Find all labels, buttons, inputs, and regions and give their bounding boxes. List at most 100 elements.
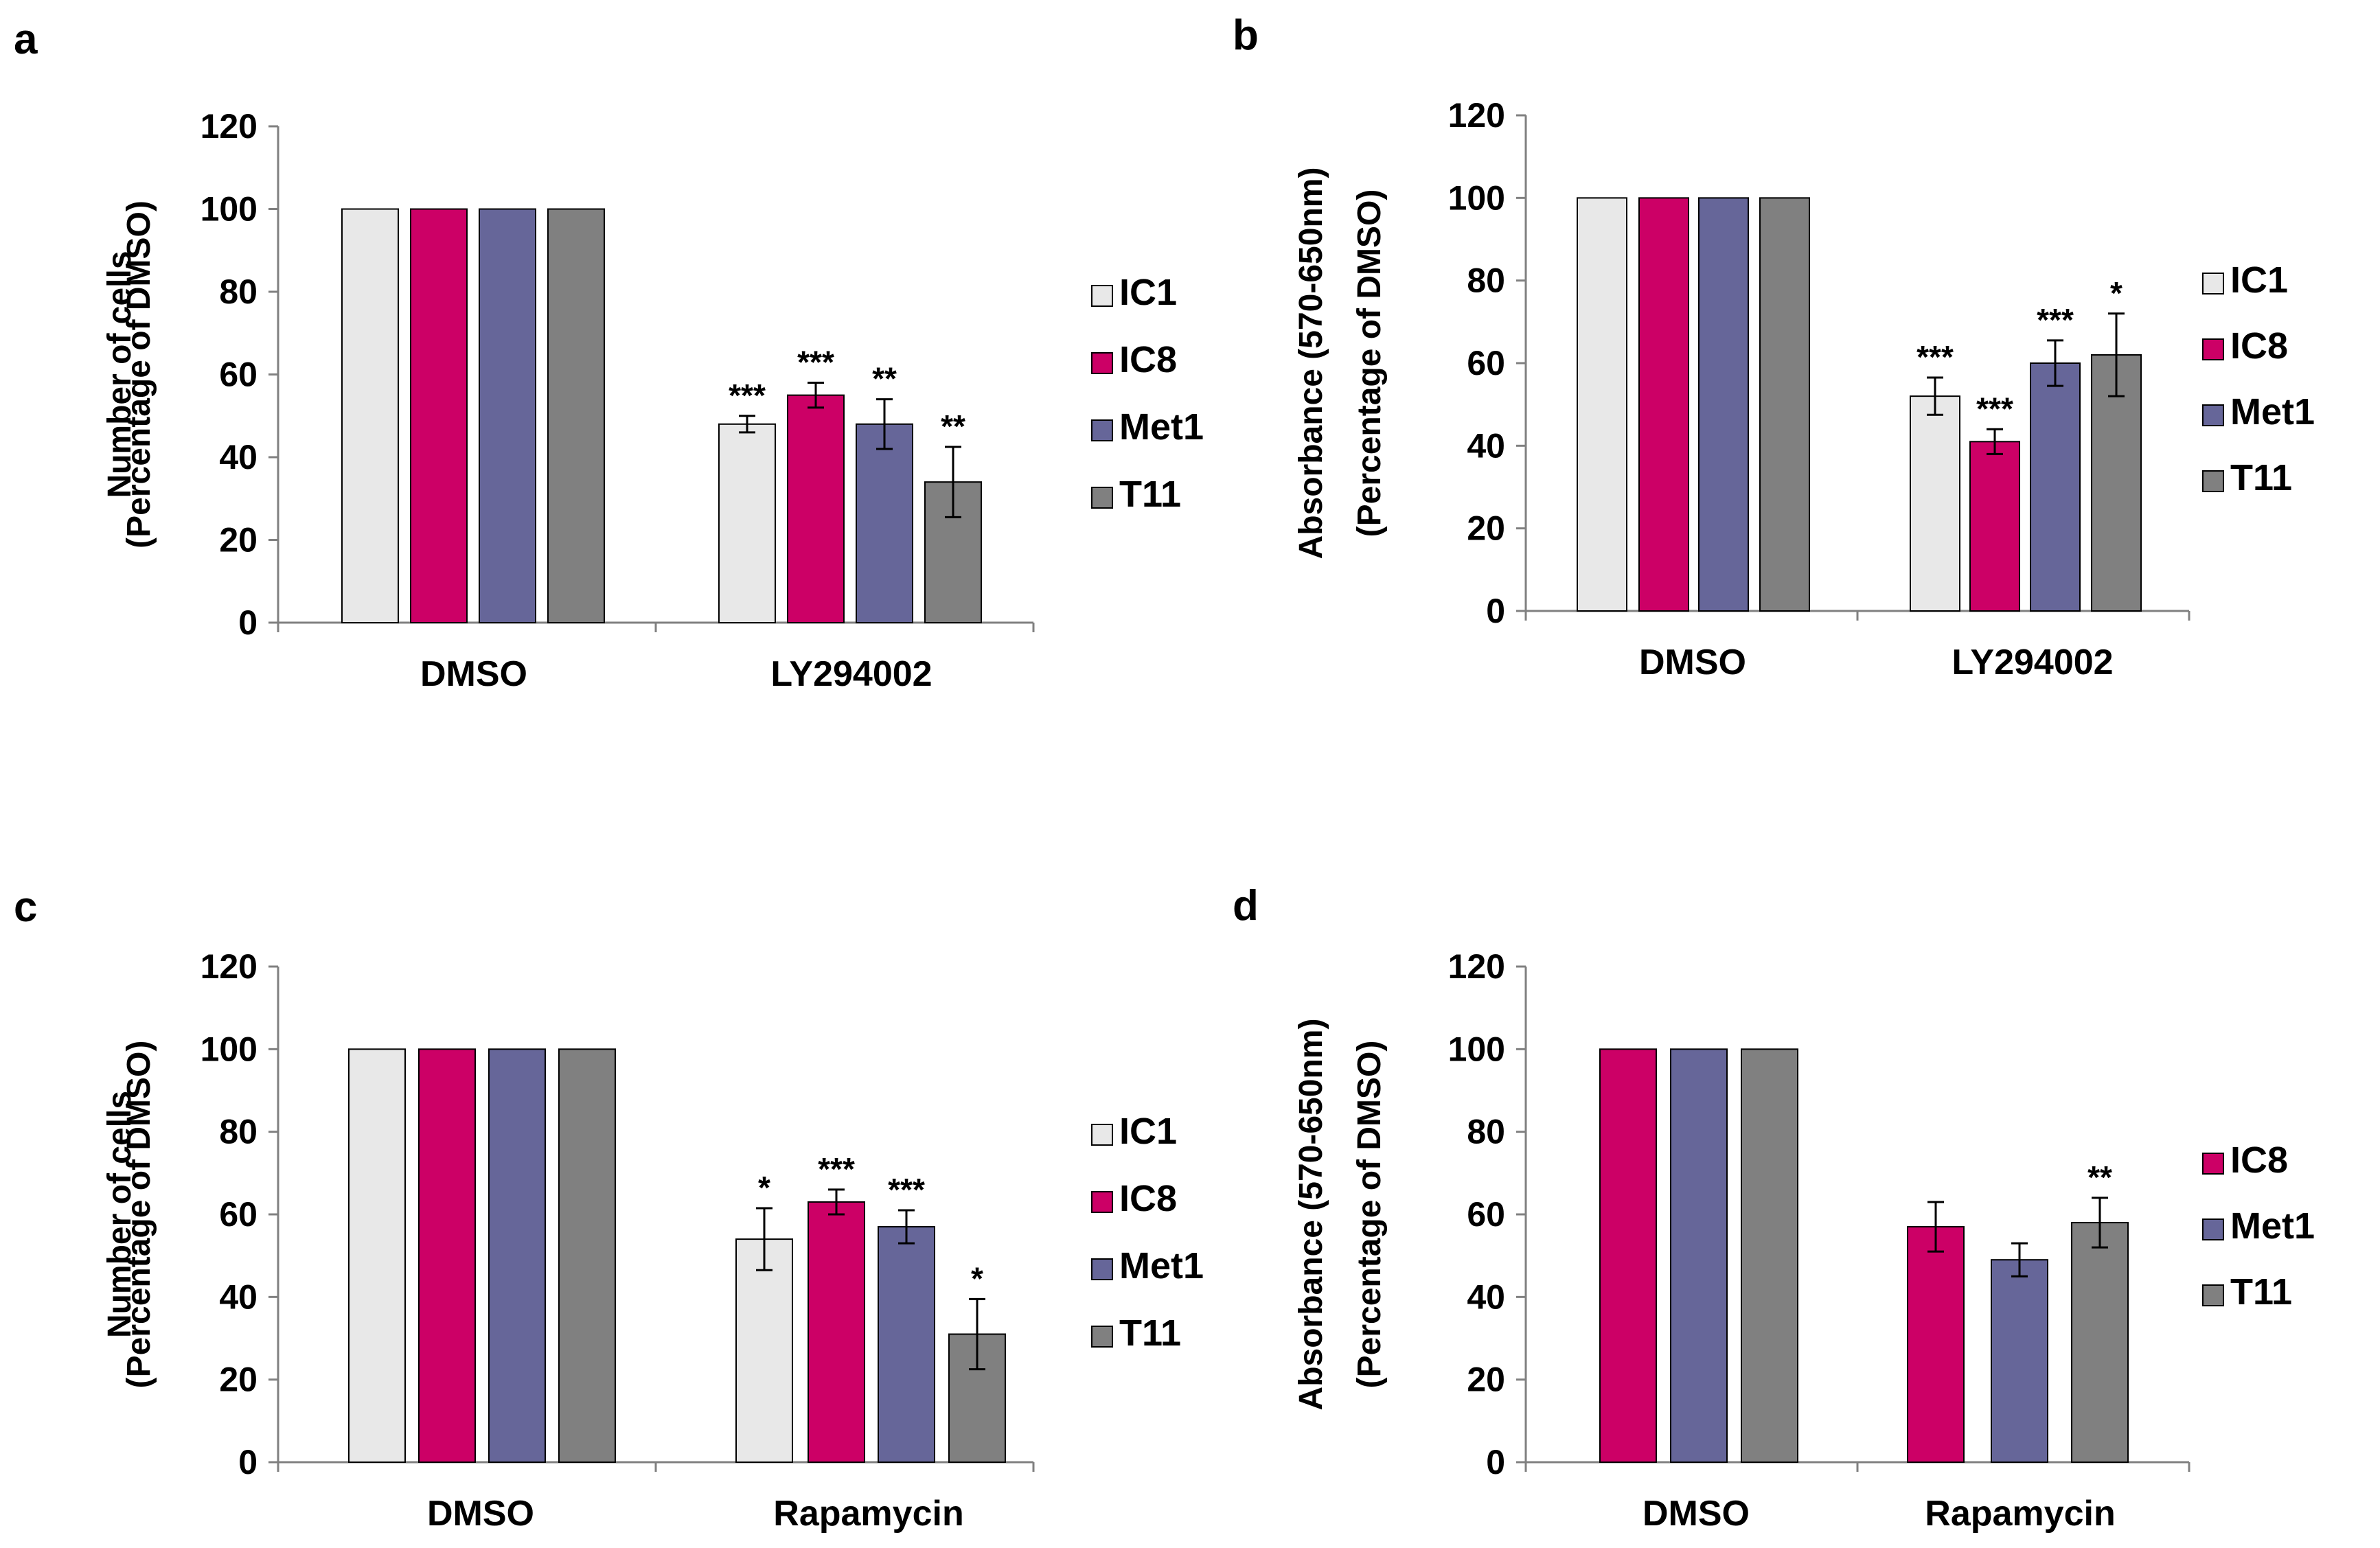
legend-label: Met1 (2230, 1205, 2315, 1247)
significance-label: ** (2087, 1159, 2112, 1195)
legend-swatch-t11 (1091, 1326, 1113, 1348)
bar-ic1-rapamycin (735, 1238, 793, 1463)
y-axis-title: Absorbance (570-650nm) (1293, 167, 1329, 559)
y-tick-label: 40 (1467, 426, 1505, 465)
legend-label: IC1 (2230, 259, 2288, 301)
legend-label: T11 (2230, 1271, 2292, 1313)
bar-met1-ly294002 (2030, 362, 2081, 612)
y-axis-title: (Percentage of DMSO) (121, 1041, 157, 1389)
bar-t11-rapamycin (2071, 1222, 2129, 1463)
category-label: Rapamycin (1925, 1494, 2115, 1534)
bar-met1-ly294002 (856, 423, 913, 623)
legend-swatch-t11 (1091, 487, 1113, 509)
y-tick-label: 40 (219, 1278, 258, 1316)
y-tick-label: 20 (219, 1361, 258, 1399)
y-tick-label: 100 (201, 1030, 258, 1068)
y-tick-label: 20 (219, 521, 258, 559)
y-tick-label: 120 (1448, 96, 1505, 135)
legend-label: Met1 (2230, 391, 2315, 432)
legend-label: IC1 (1119, 1111, 1177, 1152)
chart-panel-d: d Absorbance (570-650nm) (Percentage of DM… (1233, 882, 2315, 1534)
significance-label: ** (872, 361, 897, 397)
y-tick-label: 120 (201, 947, 258, 986)
legend-label: IC8 (2230, 1140, 2288, 1181)
legend-swatch-ic1 (1091, 1124, 1113, 1146)
y-tick-label: 0 (238, 1443, 258, 1481)
bar-ic1-dmso (341, 208, 399, 623)
legend-label: IC1 (1119, 272, 1177, 313)
legend-swatch-ic8 (2202, 1153, 2224, 1175)
bar-t11-dmso (558, 1048, 616, 1464)
significance-label: *** (888, 1172, 925, 1208)
legend-label: Met1 (1119, 1245, 1204, 1286)
significance-label: * (758, 1170, 770, 1205)
legend-swatch-met1 (1091, 419, 1113, 441)
legend-swatch-t11 (2202, 470, 2224, 492)
category-label: LY294002 (770, 654, 932, 694)
chart-panel-a: a Number of cells(Percentage of DMSO) 0 20 4… (14, 16, 1204, 694)
y-tick-label: 60 (1467, 1195, 1505, 1234)
significance-label: ** (941, 408, 965, 444)
bar-ic8-ly294002 (1969, 441, 2020, 612)
y-tick-label: 0 (1486, 1443, 1505, 1481)
legend-label: T11 (2230, 457, 2292, 498)
legend-swatch-ic8 (1091, 352, 1113, 374)
significance-label: *** (797, 345, 834, 380)
bar-ic8-rapamycin (1907, 1226, 1965, 1464)
y-axis-title: Number of cells (102, 1091, 138, 1338)
y-tick-label: 0 (1486, 592, 1505, 630)
bar-met1-dmso (479, 208, 536, 623)
y-tick-label: 120 (1448, 947, 1505, 986)
legend-label: Met1 (1119, 406, 1204, 448)
y-tick-label: 0 (238, 603, 258, 642)
y-tick-label: 80 (1467, 262, 1505, 300)
category-label: DMSO (1643, 1494, 1750, 1534)
bar-ic8-dmso (410, 208, 468, 623)
legend-swatch-ic8 (1091, 1191, 1113, 1213)
legend-label: T11 (1119, 474, 1181, 515)
y-tick-label: 20 (1467, 509, 1505, 548)
category-label: DMSO (420, 654, 527, 694)
y-axis-title: (Percentage of DMSO) (1351, 189, 1388, 538)
bar-met1-dmso (1698, 197, 1749, 612)
y-axis-title: (Percentage of DMSO) (1351, 1041, 1388, 1389)
legend: IC1 IC8 Met1 T11 (1091, 272, 1204, 515)
legend-swatch-met1 (1091, 1258, 1113, 1280)
y-tick-label: 120 (201, 107, 258, 146)
bar-ic1-dmso (1577, 197, 1627, 612)
chart-panel-c: c Number of cells(Percentage of DMSO) 0 20 4… (14, 883, 1204, 1534)
bar-ic1-ly294002 (718, 423, 776, 623)
bar-ic8-dmso (1599, 1048, 1657, 1464)
panel-letter: c (14, 883, 37, 931)
bar-ic8-dmso (418, 1048, 476, 1464)
y-tick-label: 60 (1467, 344, 1505, 382)
category-label: Rapamycin (773, 1494, 963, 1534)
legend-swatch-ic8 (2202, 338, 2224, 360)
legend-label: IC8 (1119, 1178, 1177, 1219)
y-tick-label: 100 (1448, 1030, 1505, 1068)
significance-label: *** (2037, 302, 2074, 338)
y-axis-title: Absorbance (570-650nm) (1293, 1019, 1329, 1411)
y-tick-label: 60 (219, 356, 258, 394)
bar-ic1-ly294002 (1910, 395, 1960, 612)
y-tick-label: 100 (201, 190, 258, 229)
chart-panel-b: b Absorbance (570-650nm) (Percentage of DM… (1233, 12, 2315, 682)
legend-swatch-ic1 (1091, 285, 1113, 307)
legend-label: IC8 (1119, 339, 1177, 380)
y-tick-label: 60 (219, 1195, 258, 1234)
bar-met1-dmso (1670, 1048, 1728, 1464)
y-tick-label: 40 (1467, 1278, 1505, 1316)
y-tick-label: 80 (219, 1113, 258, 1151)
bar-t11-dmso (547, 208, 605, 623)
bar-t11-dmso (1759, 197, 1810, 612)
legend-swatch-met1 (2202, 1218, 2224, 1240)
category-label: DMSO (1639, 643, 1746, 682)
bar-ic1-dmso (348, 1048, 406, 1464)
category-label: LY294002 (1952, 643, 2113, 682)
significance-label: *** (818, 1151, 855, 1187)
significance-label: *** (1916, 339, 1954, 375)
y-axis-title: Number of cells (102, 251, 138, 498)
bar-ic8-dmso (1638, 197, 1689, 612)
panel-letter: b (1233, 12, 1259, 59)
